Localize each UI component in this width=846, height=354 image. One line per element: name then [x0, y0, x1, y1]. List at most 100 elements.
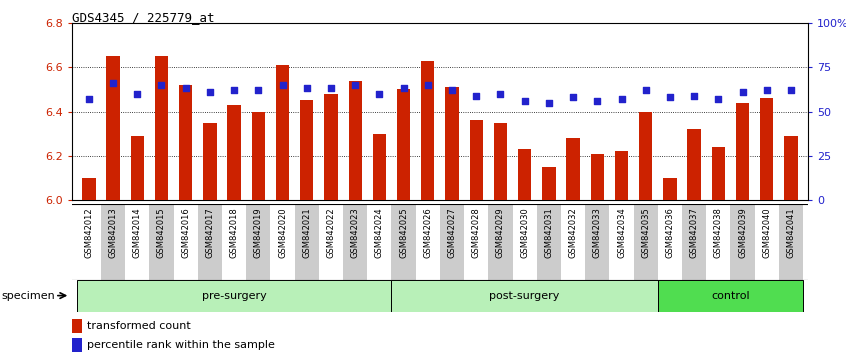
Bar	[542, 167, 556, 200]
Text: GSM842022: GSM842022	[327, 207, 336, 258]
Bar	[518, 149, 531, 200]
Point	[470, 93, 483, 98]
Point	[324, 86, 338, 91]
Point	[179, 86, 193, 91]
Point	[276, 82, 289, 88]
Bar	[488, 204, 513, 280]
Bar	[203, 122, 217, 200]
Bar	[561, 204, 585, 280]
Bar	[464, 204, 488, 280]
Text: GSM842015: GSM842015	[157, 207, 166, 258]
Point	[518, 98, 531, 104]
Bar	[609, 204, 634, 280]
Bar	[784, 136, 798, 200]
Bar	[77, 204, 101, 280]
Bar	[179, 85, 192, 200]
Bar	[107, 56, 120, 200]
Bar	[494, 122, 507, 200]
Bar	[397, 89, 410, 200]
Bar	[101, 204, 125, 280]
Bar	[373, 134, 386, 200]
Point	[784, 87, 798, 93]
Bar	[367, 204, 392, 280]
Point	[542, 100, 556, 105]
Bar	[760, 98, 773, 200]
Text: GSM842031: GSM842031	[544, 207, 553, 258]
Text: pre-surgery: pre-surgery	[201, 291, 266, 301]
Point	[687, 93, 700, 98]
Bar	[470, 120, 483, 200]
Bar	[682, 204, 706, 280]
Text: GSM842034: GSM842034	[617, 207, 626, 258]
Text: post-surgery: post-surgery	[490, 291, 560, 301]
Point	[711, 96, 725, 102]
Bar	[567, 138, 580, 200]
Bar	[392, 280, 658, 312]
Bar	[251, 112, 265, 200]
Bar	[730, 204, 755, 280]
Point	[203, 89, 217, 95]
Point	[82, 96, 96, 102]
Text: GSM842029: GSM842029	[496, 207, 505, 258]
Bar	[536, 204, 561, 280]
Text: GSM842028: GSM842028	[472, 207, 481, 258]
Text: GSM842027: GSM842027	[448, 207, 457, 258]
Point	[155, 82, 168, 88]
Point	[349, 82, 362, 88]
Bar	[440, 204, 464, 280]
Text: GSM842020: GSM842020	[278, 207, 287, 258]
Point	[107, 80, 120, 86]
Point	[228, 87, 241, 93]
Point	[300, 86, 314, 91]
Text: GSM842030: GSM842030	[520, 207, 529, 258]
Bar	[271, 204, 294, 280]
Bar	[294, 204, 319, 280]
Bar	[155, 56, 168, 200]
Text: GSM842032: GSM842032	[569, 207, 578, 258]
Text: GSM842018: GSM842018	[229, 207, 239, 258]
Point	[760, 87, 773, 93]
Bar	[77, 280, 392, 312]
Bar	[688, 129, 700, 200]
Bar	[198, 204, 222, 280]
Text: GSM842036: GSM842036	[666, 207, 674, 258]
Point	[591, 98, 604, 104]
Bar	[343, 204, 367, 280]
Text: GSM842016: GSM842016	[181, 207, 190, 258]
Text: GSM842041: GSM842041	[787, 207, 795, 258]
Point	[494, 91, 508, 97]
Bar	[711, 147, 725, 200]
Bar	[349, 80, 362, 200]
Point	[566, 95, 580, 100]
Point	[445, 87, 459, 93]
Point	[736, 89, 750, 95]
Text: GSM842033: GSM842033	[593, 207, 602, 258]
Text: GSM842014: GSM842014	[133, 207, 142, 258]
Bar	[222, 204, 246, 280]
Text: GSM842012: GSM842012	[85, 207, 93, 258]
Text: GSM842026: GSM842026	[423, 207, 432, 258]
Point	[639, 87, 652, 93]
Bar	[736, 103, 750, 200]
Bar	[319, 204, 343, 280]
Bar	[72, 338, 82, 352]
Text: GSM842017: GSM842017	[206, 207, 214, 258]
Bar	[615, 152, 629, 200]
Text: GSM842021: GSM842021	[302, 207, 311, 258]
Text: GSM842025: GSM842025	[399, 207, 408, 258]
Point	[130, 91, 144, 97]
Text: percentile rank within the sample: percentile rank within the sample	[86, 340, 275, 350]
Bar	[706, 204, 730, 280]
Bar	[585, 204, 609, 280]
Text: GSM842023: GSM842023	[351, 207, 360, 258]
Text: GSM842024: GSM842024	[375, 207, 384, 258]
Bar	[779, 204, 803, 280]
Bar	[173, 204, 198, 280]
Bar	[639, 112, 652, 200]
Bar	[324, 94, 338, 200]
Bar	[246, 204, 271, 280]
Point	[251, 87, 265, 93]
Text: GSM842037: GSM842037	[689, 207, 699, 258]
Bar	[392, 204, 415, 280]
Text: GSM842039: GSM842039	[738, 207, 747, 258]
